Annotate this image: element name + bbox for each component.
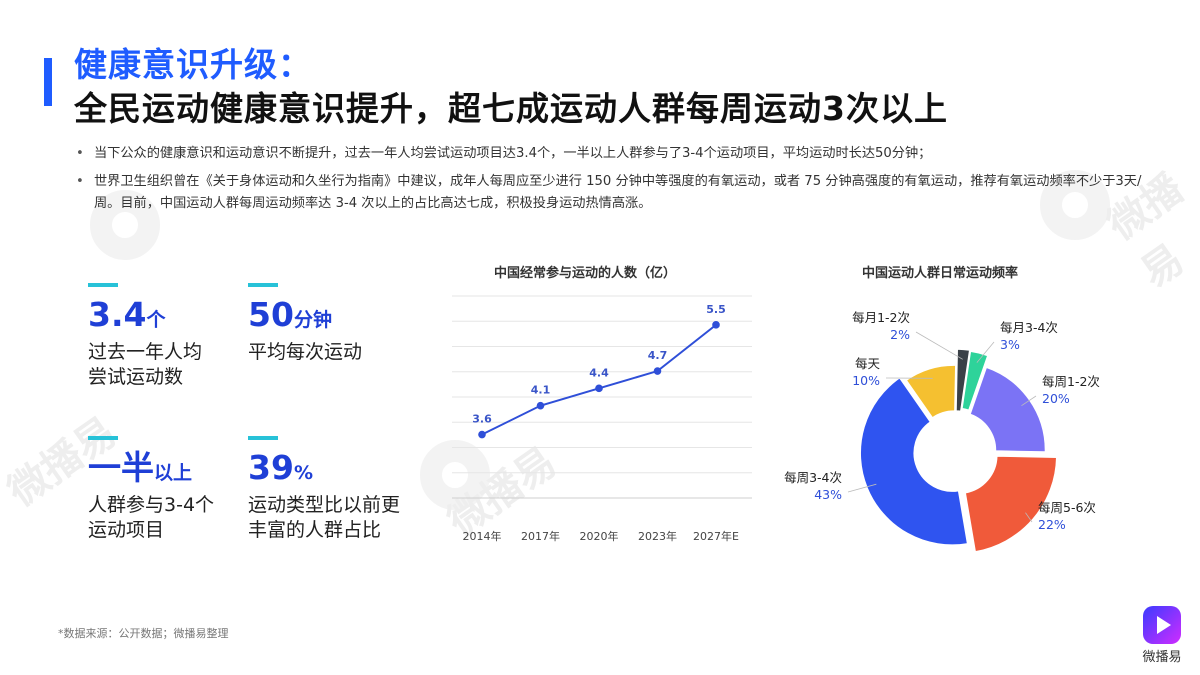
stat-card: 3.4个 过去一年人均 尝试运动数 [88,283,202,390]
series-line [481,324,717,436]
pie-slice [859,376,969,546]
slice-label: 每月1-2次 [852,310,910,325]
slice-value: 22% [1038,517,1066,532]
page-title: 健康意识升级： [74,45,312,84]
slice-value: 3% [1000,337,1020,352]
leader-line [976,341,995,363]
slice-label: 每月3-4次 [1000,320,1058,335]
data-label: 4.1 [531,384,551,397]
bullet-item: 世界卫生组织曾在《关于身体运动和久坐行为指南》中建议，成年人每周应至少进行 15… [74,171,1154,215]
data-label: 5.5 [706,303,726,316]
data-label: 4.7 [648,349,668,362]
bullet-list: 当下公众的健康意识和运动意识不断提升，过去一年人均尝试运动项目达3.4个，一半以… [74,143,1154,221]
slice-label: 每周1-2次 [1042,374,1100,389]
data-point [536,401,545,410]
slice-label: 每天 [855,356,881,371]
line-chart-title: 中国经常参与运动的人数（亿） [494,266,677,281]
brand-logo: 微播易 [1136,604,1188,666]
data-source: *数据来源：公开数据；微播易整理 [58,627,229,640]
slice-value: 20% [1042,391,1070,406]
x-tick-label: 2020年 [580,529,619,543]
x-tick-label: 2014年 [463,529,502,543]
slice-value: 2% [890,327,910,342]
data-point [712,321,720,329]
stat-desc: 人群参与3-4个 [88,494,215,516]
slice-label: 每周5-6次 [1038,500,1096,515]
stat-value: 3.4个 [88,295,166,334]
logo-text: 微播易 [1142,650,1182,665]
x-tick-label: 2027年E [693,529,739,543]
stat-card: 一半以上 人群参与3-4个 运动项目 [88,436,214,543]
stat-desc: 平均每次运动 [248,341,363,363]
pie-slice [968,366,1047,453]
stat-value: 39% [248,448,313,487]
leader-line [1021,395,1037,407]
pie-slice [961,350,989,412]
bullet-item: 当下公众的健康意识和运动意识不断提升，过去一年人均尝试运动项目达3.4个，一半以… [74,143,1154,165]
slice-label: 每周3-4次 [784,470,842,485]
data-point [478,430,486,439]
slice-value: 43% [814,487,842,502]
play-icon [1143,606,1181,644]
data-point [653,367,662,375]
donut-hole [919,416,991,488]
pie-slice [955,348,971,413]
pie-slice [964,455,1058,553]
stat-desc: 丰富的人群占比 [248,519,382,541]
watermark-shape [420,440,490,510]
stat-value: 50分钟 [248,295,332,334]
title-accent-bar [44,58,52,106]
stat-card: 50分钟 平均每次运动 [248,283,362,365]
slice-value: 10% [852,373,880,388]
stat-desc: 运动项目 [88,519,165,541]
x-tick-label: 2017年 [521,529,560,543]
stat-desc: 过去一年人均 [88,341,203,363]
data-point [595,384,603,393]
data-label: 3.6 [472,413,492,426]
stat-accent [88,436,118,440]
pie-chart-title: 中国运动人群日常运动频率 [862,266,1019,281]
stat-value: 一半以上 [88,448,193,487]
stat-accent [248,283,278,287]
page-subtitle: 全民运动健康意识提升，超七成运动人群每周运动3次以上 [74,89,948,128]
stat-accent [248,436,278,440]
pie-chart: 每月1-2次 2% 每月3-4次 3% 每周1-2次 20% 每周5-6次 22% 每周3-4次… [784,310,1100,553]
stat-accent [88,283,118,287]
leader-line [915,331,963,360]
stat-desc: 运动类型比以前更 [248,494,401,516]
leader-line [1025,512,1033,523]
line-chart: 3.6 4.1 4.4 4.7 5.5 2014年 2017年 2020年 2023年 2027年… [452,295,752,543]
x-tick-label: 2023年 [638,529,677,543]
stat-card: 39% 运动类型比以前更 丰富的人群占比 [248,436,400,543]
stat-desc: 尝试运动数 [88,366,184,388]
data-label: 4.4 [589,366,609,379]
leader-line [847,483,877,493]
